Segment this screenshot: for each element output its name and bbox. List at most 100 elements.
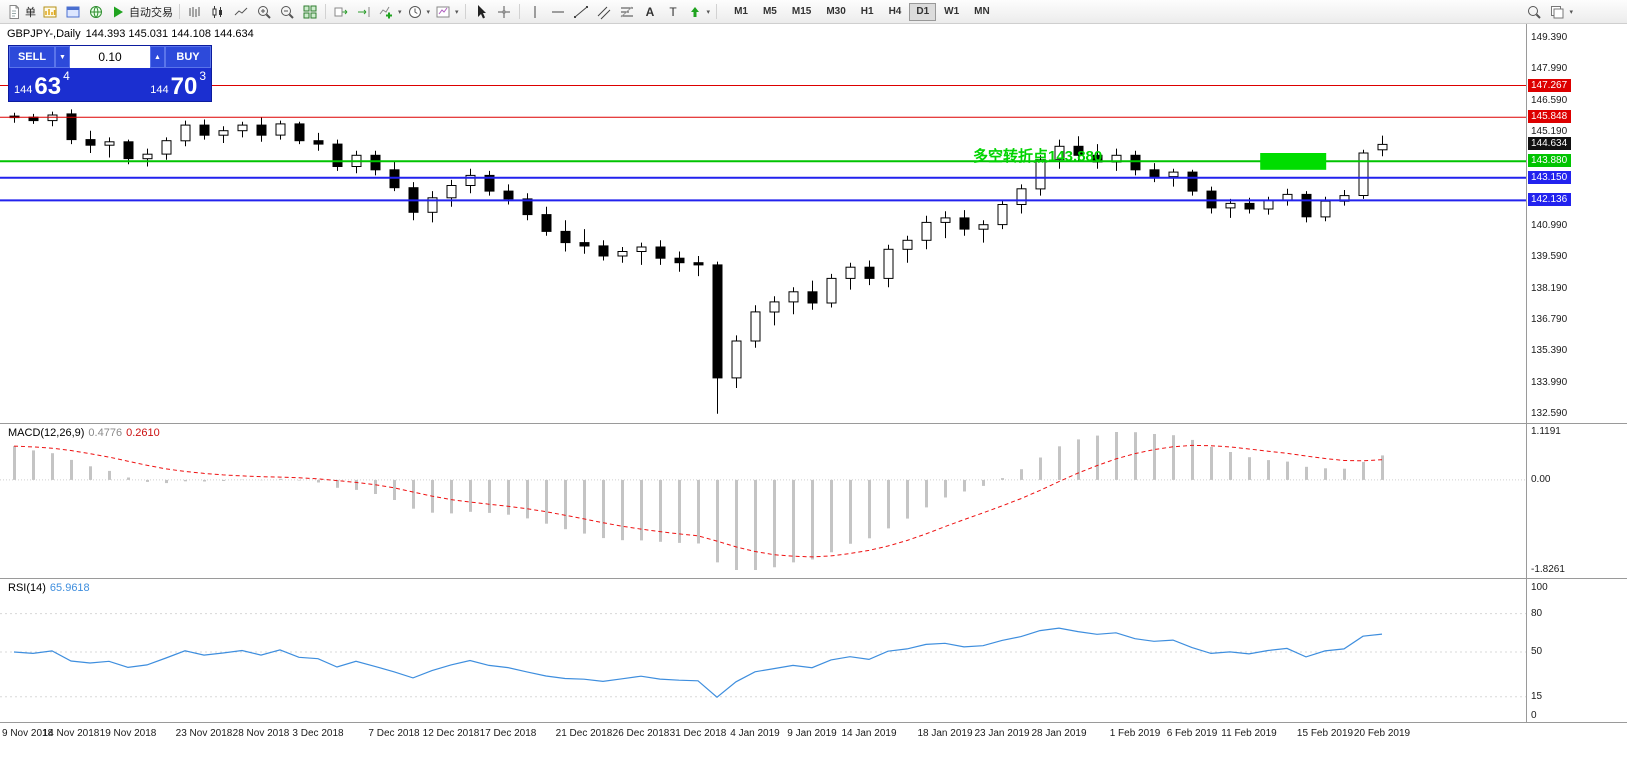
buy-price-pip: 3 xyxy=(199,69,206,83)
line-chart-type-button[interactable] xyxy=(230,2,252,22)
label-icon: T xyxy=(669,5,677,19)
periods-button[interactable]: ▾ xyxy=(405,2,433,22)
refresh-button[interactable] xyxy=(85,2,107,22)
lot-size-input[interactable] xyxy=(70,46,150,68)
buy-price[interactable]: 144 70 3 xyxy=(110,68,206,99)
buy-price-prefix: 144 xyxy=(150,84,169,96)
date-axis-label: 12 Dec 2018 xyxy=(422,728,480,739)
arrow-objects-button[interactable]: ▾ xyxy=(685,2,713,22)
date-axis-label: 28 Nov 2018 xyxy=(232,728,290,739)
date-axis-label: 31 Dec 2018 xyxy=(669,728,727,739)
ohlc-values: 144.393 145.031 144.108 144.634 xyxy=(85,28,254,40)
date-axis-label: 6 Feb 2019 xyxy=(1166,728,1218,739)
timeframe-button-mn[interactable]: MN xyxy=(967,3,997,21)
timeframe-button-w1[interactable]: W1 xyxy=(937,3,966,21)
chart-window-button[interactable] xyxy=(39,2,61,22)
text-icon: A xyxy=(645,5,654,19)
play-icon xyxy=(114,6,123,17)
rsi-name: RSI(14) xyxy=(8,582,46,594)
cursor-button[interactable] xyxy=(470,2,492,22)
templates-button[interactable]: ▾ xyxy=(433,2,461,22)
autotrading-button[interactable]: 自动交易 xyxy=(108,2,175,22)
sell-price[interactable]: 144 63 4 xyxy=(14,68,110,99)
text-button[interactable]: A xyxy=(639,2,661,22)
tile-windows-icon xyxy=(303,5,317,18)
templates-icon xyxy=(436,6,450,17)
horizontal-line-button[interactable] xyxy=(547,2,569,22)
channel-icon xyxy=(597,6,610,19)
sell-button[interactable]: SELL xyxy=(9,46,55,68)
layers-button[interactable]: ▾ xyxy=(1547,2,1575,22)
macd-indicator-label: MACD(12,26,9) 0.4776 0.2610 xyxy=(8,427,160,439)
timeframe-button-h1[interactable]: H1 xyxy=(854,3,881,21)
sell-price-prefix: 144 xyxy=(14,84,33,96)
pivot-annotation-text[interactable]: 多空转折点143.880 xyxy=(973,148,1103,165)
indicators-button[interactable]: ▾ xyxy=(376,2,404,22)
crosshair-button[interactable] xyxy=(493,2,515,22)
candlestick-chart[interactable] xyxy=(0,24,1627,423)
rsi-indicator-pane[interactable] xyxy=(0,579,1627,722)
zoom-out-button[interactable] xyxy=(276,2,298,22)
zoom-in-button[interactable] xyxy=(253,2,275,22)
horizontal-line-icon xyxy=(551,11,564,12)
sell-price-pip: 4 xyxy=(63,69,70,83)
timeframe-button-m5[interactable]: M5 xyxy=(756,3,784,21)
autotrading-label: 自动交易 xyxy=(129,6,173,19)
fibonacci-icon xyxy=(620,6,633,17)
date-axis-label: 9 Jan 2019 xyxy=(787,728,837,739)
lot-decrease-button[interactable]: ▼ xyxy=(55,46,70,68)
pane-divider[interactable] xyxy=(0,423,1627,424)
trendline-icon xyxy=(573,5,588,18)
tile-windows-button[interactable] xyxy=(299,2,321,22)
date-axis-label: 28 Jan 2019 xyxy=(1031,728,1087,739)
new-order-button[interactable]: 单 xyxy=(4,2,38,22)
timeframe-button-m1[interactable]: M1 xyxy=(727,3,755,21)
date-axis-label: 14 Nov 2018 xyxy=(42,728,100,739)
svg-text:T: T xyxy=(669,5,677,19)
line-chart-type-icon xyxy=(234,7,248,15)
bar-chart-type-button[interactable] xyxy=(184,2,206,22)
lot-increase-button[interactable]: ▲ xyxy=(150,46,165,68)
macd-indicator-pane[interactable] xyxy=(0,424,1627,578)
date-axis-label: 15 Feb 2019 xyxy=(1296,728,1354,739)
date-axis-label: 23 Jan 2019 xyxy=(974,728,1030,739)
auto-scroll-button[interactable] xyxy=(330,2,352,22)
rsi-value: 65.9618 xyxy=(49,582,90,594)
timeframe-button-m15[interactable]: M15 xyxy=(785,3,818,21)
toolbar-separator xyxy=(464,4,466,19)
label-button[interactable]: T xyxy=(662,2,684,22)
pane-divider[interactable] xyxy=(0,722,1627,723)
date-axis-label: 21 Dec 2018 xyxy=(555,728,613,739)
date-axis-label: 3 Dec 2018 xyxy=(292,728,344,739)
arrow-objects-icon xyxy=(690,6,699,17)
candlestick-type-button[interactable] xyxy=(207,2,229,22)
date-axis-label: 9 Nov 2018 xyxy=(2,728,54,739)
svg-text:A: A xyxy=(645,5,654,19)
timeframe-button-h4[interactable]: H4 xyxy=(882,3,909,21)
chart-shift-button[interactable] xyxy=(353,2,375,22)
buy-button[interactable]: BUY xyxy=(165,46,211,68)
toolbar-separator xyxy=(716,4,718,19)
candlestick-type-icon xyxy=(212,5,222,18)
date-axis-label: 7 Dec 2018 xyxy=(368,728,420,739)
date-axis-label: 17 Dec 2018 xyxy=(479,728,537,739)
trade-panel-prices: 144 63 4 144 70 3 xyxy=(9,68,211,101)
trade-panel-controls: SELL ▼ ▲ BUY xyxy=(9,46,211,68)
vertical-line-button[interactable] xyxy=(524,2,546,22)
channel-button[interactable] xyxy=(593,2,615,22)
profiles-icon xyxy=(66,6,80,17)
layers-icon xyxy=(1551,5,1564,18)
profiles-button[interactable] xyxy=(62,2,84,22)
chevron-down-icon: ▾ xyxy=(398,8,402,16)
zoom-in-icon xyxy=(258,5,271,19)
macd-signal-value: 0.2610 xyxy=(126,427,160,439)
search-button[interactable] xyxy=(1523,2,1545,22)
fibonacci-button[interactable] xyxy=(616,2,638,22)
zoom-out-icon xyxy=(281,5,294,19)
date-axis-label: 23 Nov 2018 xyxy=(175,728,233,739)
pane-divider[interactable] xyxy=(0,578,1627,579)
timeframe-button-d1[interactable]: D1 xyxy=(909,2,937,21)
timeframe-button-m30[interactable]: M30 xyxy=(819,3,852,21)
trendline-button[interactable] xyxy=(570,2,592,22)
auto-scroll-icon xyxy=(334,7,348,16)
